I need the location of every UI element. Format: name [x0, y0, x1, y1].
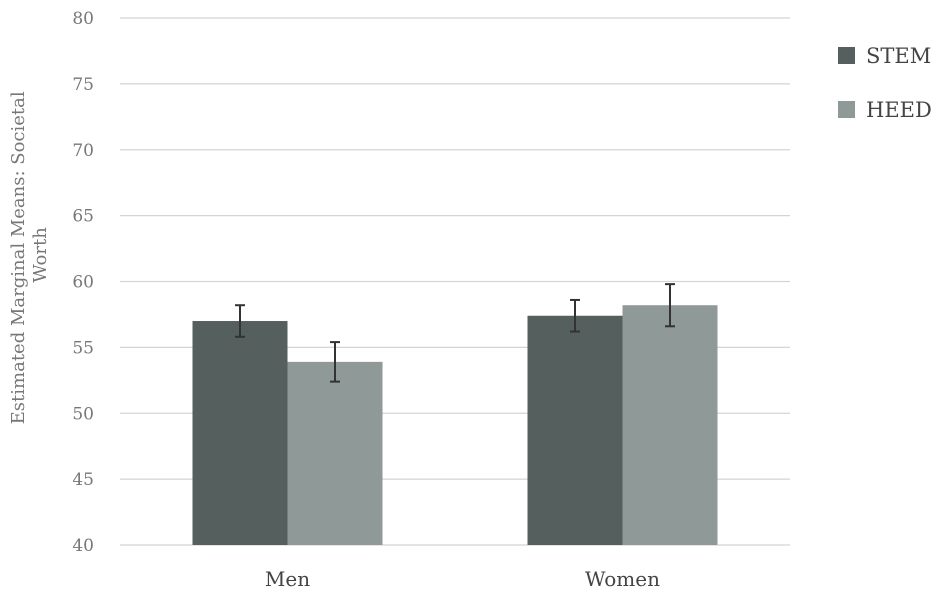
y-tick-label: 55	[72, 338, 94, 358]
y-tick-label: 50	[72, 404, 94, 424]
error-bar-stem-men	[235, 304, 245, 338]
y-tick-label: 45	[72, 470, 94, 490]
y-tick-label: 60	[72, 273, 94, 293]
legend-label: STEM	[866, 44, 931, 68]
y-tick-label: 70	[72, 141, 94, 161]
y-axis-title-line-2: Worth	[30, 227, 51, 283]
error-bar-heed-women	[665, 283, 675, 328]
error-bar-heed-men	[330, 341, 340, 383]
legend-label: HEED	[866, 98, 932, 122]
bar-heed-women	[622, 305, 718, 545]
legend-swatch	[838, 101, 855, 118]
y-tick-label: 40	[72, 536, 94, 556]
y-tick-label: 80	[72, 9, 94, 29]
y-tick-label: 75	[72, 75, 94, 95]
x-category-label: Women	[585, 567, 660, 591]
bar-heed-men	[287, 361, 383, 545]
bar-stem-men	[192, 321, 288, 545]
error-bar-stem-women	[570, 298, 580, 333]
y-axis-ticks: 40 45 50 55 60 65 70 75 80	[72, 9, 94, 556]
x-axis-categories: Men Women	[265, 567, 660, 591]
legend: STEM HEED	[838, 44, 932, 122]
y-axis-title-line-1: Estimated Marginal Means: Societal	[8, 91, 29, 424]
legend-item-heed: HEED	[838, 98, 932, 122]
legend-swatch	[838, 47, 855, 64]
y-tick-label: 65	[72, 207, 94, 227]
legend-item-stem: STEM	[838, 44, 931, 68]
bar-stem-women	[527, 315, 623, 545]
error-bars	[235, 283, 675, 383]
y-axis-title: Estimated Marginal Means: Societal Worth	[8, 86, 51, 425]
bars	[192, 305, 718, 545]
x-category-label: Men	[265, 567, 310, 591]
